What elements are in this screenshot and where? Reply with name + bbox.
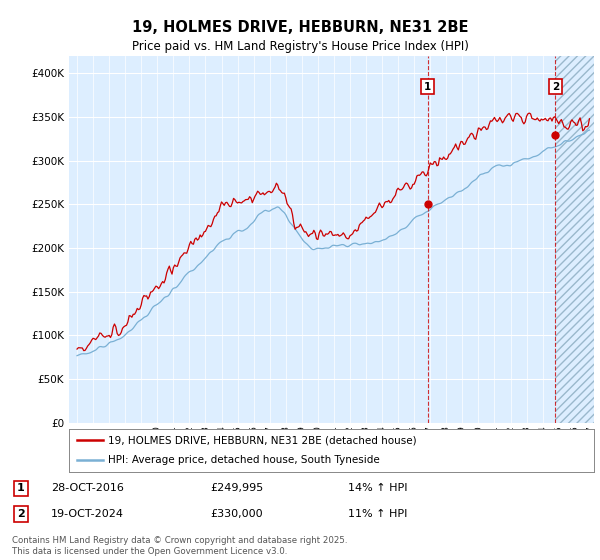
Point bbox=[423, 200, 433, 209]
Text: 14% ↑ HPI: 14% ↑ HPI bbox=[348, 483, 407, 493]
Text: 28-OCT-2016: 28-OCT-2016 bbox=[51, 483, 124, 493]
Text: HPI: Average price, detached house, South Tyneside: HPI: Average price, detached house, Sout… bbox=[109, 455, 380, 465]
Text: 2: 2 bbox=[17, 509, 25, 519]
Text: 19, HOLMES DRIVE, HEBBURN, NE31 2BE: 19, HOLMES DRIVE, HEBBURN, NE31 2BE bbox=[132, 20, 468, 35]
Bar bbox=[556, 56, 600, 423]
Text: 1: 1 bbox=[424, 82, 431, 92]
Bar bbox=[556, 56, 600, 423]
Text: Contains HM Land Registry data © Crown copyright and database right 2025.
This d: Contains HM Land Registry data © Crown c… bbox=[12, 536, 347, 556]
Text: £330,000: £330,000 bbox=[210, 509, 263, 519]
Text: Price paid vs. HM Land Registry's House Price Index (HPI): Price paid vs. HM Land Registry's House … bbox=[131, 40, 469, 53]
Point bbox=[551, 130, 560, 139]
Text: 19-OCT-2024: 19-OCT-2024 bbox=[51, 509, 124, 519]
Text: 2: 2 bbox=[552, 82, 559, 92]
Text: 1: 1 bbox=[17, 483, 25, 493]
Text: 11% ↑ HPI: 11% ↑ HPI bbox=[348, 509, 407, 519]
Text: £249,995: £249,995 bbox=[210, 483, 263, 493]
Text: 19, HOLMES DRIVE, HEBBURN, NE31 2BE (detached house): 19, HOLMES DRIVE, HEBBURN, NE31 2BE (det… bbox=[109, 436, 417, 445]
